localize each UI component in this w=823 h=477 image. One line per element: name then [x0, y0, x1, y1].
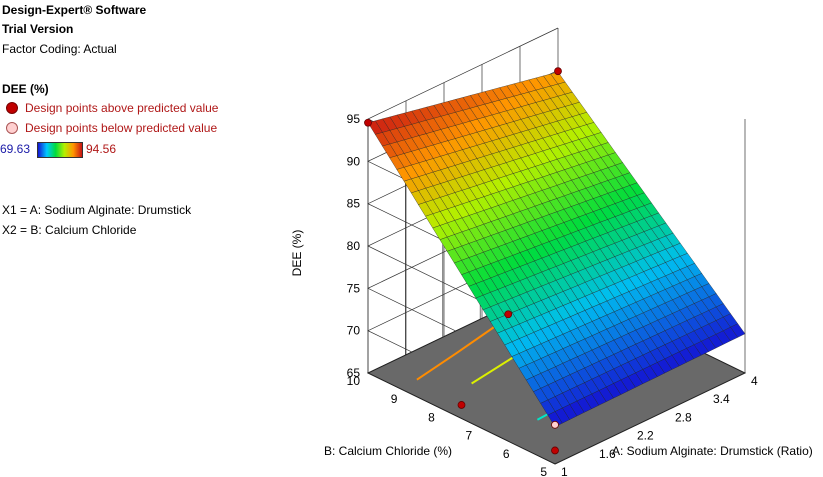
legend-above: Design points above predicted value [25, 101, 219, 115]
legend-below: Design points below predicted value [25, 121, 218, 135]
x-tick-label: 2.2 [637, 429, 654, 443]
trial-version: Trial Version [2, 22, 74, 36]
x-tick-label: 3.4 [713, 392, 730, 406]
design-point-below [551, 420, 559, 429]
z-tick-label: 75 [347, 281, 361, 295]
y-tick-label: 7 [466, 429, 473, 443]
response-title: DEE (%) [2, 82, 49, 96]
response-surface [367, 71, 746, 427]
z-tick-label: 95 [347, 112, 361, 126]
z-tick-label: 90 [347, 154, 361, 168]
z-tick-label: 70 [347, 324, 361, 338]
scale-min: 69.63 [0, 142, 31, 156]
color-scale-bar [37, 142, 83, 158]
factor-x2: X2 = B: Calcium Chloride [2, 223, 137, 237]
y-tick-label: 10 [347, 374, 361, 388]
y-axis-label: B: Calcium Chloride (%) [324, 444, 452, 458]
design-point-above [504, 310, 513, 319]
x-tick-label: 1.6 [599, 447, 616, 461]
x-tick-label: 1 [561, 465, 568, 477]
axis-ticks: 65 70 75 80 85 90 95 1 1.6 2.2 2.8 3.4 4 5 6 7 8 9 10 [347, 112, 758, 477]
factor-coding: Factor Coding: Actual [2, 42, 117, 56]
below-point-icon [6, 122, 18, 134]
y-tick-label: 6 [503, 447, 510, 461]
design-point-above [364, 118, 372, 127]
scale-max: 94.56 [86, 142, 117, 156]
z-tick-label: 80 [347, 239, 361, 253]
z-tick-label: 65 [347, 366, 361, 380]
z-tick-label: 85 [347, 197, 361, 211]
x-tick-label: 2.8 [675, 410, 692, 424]
y-tick-label: 5 [540, 465, 547, 477]
x-tick-label: 4 [751, 374, 758, 388]
surface-cell [547, 411, 563, 427]
design-points [364, 67, 562, 455]
z-axis-label: DEE (%) [290, 230, 304, 277]
design-point-above [457, 401, 466, 409]
y-tick-label: 9 [391, 392, 398, 406]
x-axis-label: A: Sodium Alginate: Drumstick (Ratio) [612, 444, 813, 458]
factor-x1: X1 = A: Sodium Alginate: Drumstick [2, 203, 192, 217]
design-point-above [554, 67, 562, 76]
above-point-icon [6, 102, 18, 114]
design-point-above [551, 446, 559, 455]
y-tick-label: 8 [428, 410, 435, 424]
software-title: Design-Expert® Software [2, 3, 147, 17]
